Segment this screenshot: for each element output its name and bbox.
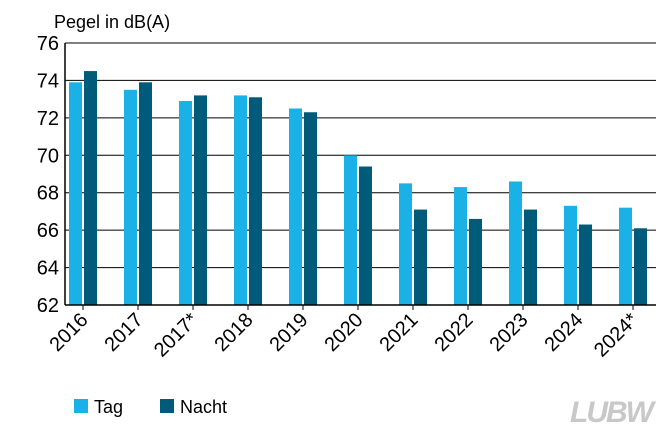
bar xyxy=(234,95,247,306)
legend-swatch xyxy=(160,399,174,413)
bar xyxy=(289,108,302,305)
y-tick-label: 74 xyxy=(37,70,59,92)
y-tick-label: 62 xyxy=(37,295,59,317)
x-tick-label: 2020 xyxy=(321,309,368,356)
logo: LUBW xyxy=(570,396,656,428)
bar xyxy=(414,209,427,305)
bar xyxy=(124,89,137,306)
bar xyxy=(579,224,592,305)
bar xyxy=(69,82,82,305)
y-tick-label: 70 xyxy=(37,145,59,167)
y-axis-label: Pegel in dB(A) xyxy=(54,12,170,32)
x-tick-label: 2022 xyxy=(431,309,478,356)
y-tick-label: 68 xyxy=(37,183,59,205)
bar xyxy=(454,187,467,305)
x-tick-label: 2021 xyxy=(376,309,423,356)
bar xyxy=(469,218,482,305)
y-tick-label: 66 xyxy=(37,220,59,242)
bar xyxy=(524,209,537,305)
bar xyxy=(179,101,192,305)
bar xyxy=(619,207,632,305)
x-tick-label: 2017* xyxy=(150,309,203,362)
bar xyxy=(194,95,207,306)
y-tick-label: 64 xyxy=(37,258,59,280)
x-tick-label: 2024 xyxy=(541,309,588,356)
bar xyxy=(509,181,522,305)
legend-swatch xyxy=(74,399,88,413)
y-tick-label: 72 xyxy=(37,108,59,130)
bar xyxy=(399,183,412,305)
x-tick-label: 2019 xyxy=(266,309,313,356)
bar xyxy=(564,205,577,305)
bar xyxy=(634,228,647,305)
legend-label: Tag xyxy=(94,397,123,417)
bar xyxy=(359,166,372,305)
bar xyxy=(139,82,152,305)
bar xyxy=(249,97,262,306)
y-tick-label: 76 xyxy=(37,33,59,55)
bar xyxy=(344,155,357,305)
x-tick-label: 2023 xyxy=(486,309,533,356)
x-tick-label: 2017 xyxy=(101,309,148,356)
legend-label: Nacht xyxy=(180,397,227,417)
x-tick-label: 2018 xyxy=(211,309,258,356)
x-tick-label: 2024* xyxy=(590,309,643,362)
bar xyxy=(304,112,317,305)
bar xyxy=(84,71,97,305)
